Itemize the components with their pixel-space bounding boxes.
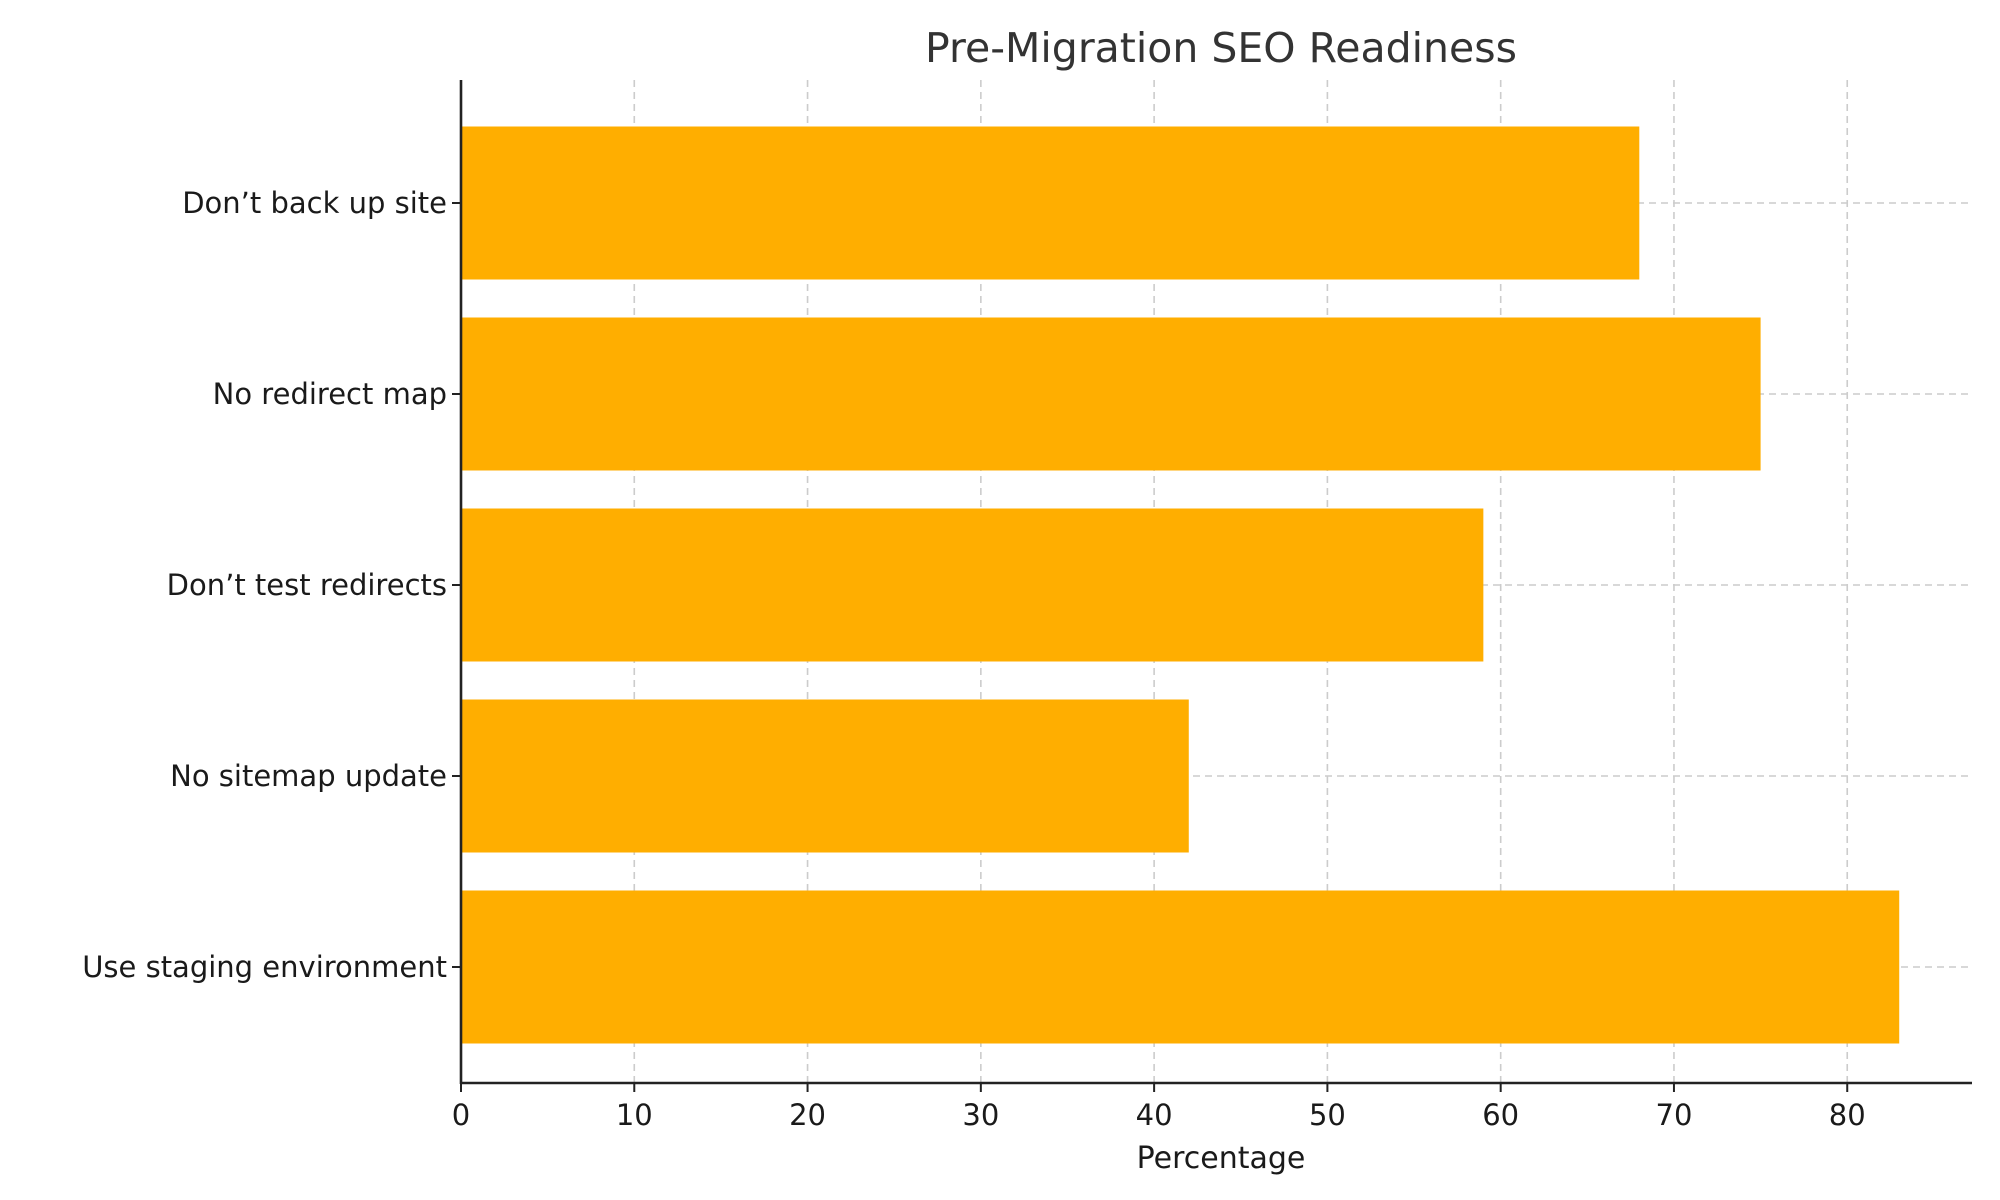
bar — [461, 126, 1640, 280]
y-category-label: Don’t back up site — [182, 186, 447, 220]
bar — [461, 508, 1484, 662]
x-tick-label: 10 — [616, 1098, 653, 1132]
bar — [461, 699, 1189, 853]
x-tick-label: 30 — [962, 1098, 999, 1132]
x-axis-label: Percentage — [1137, 1141, 1306, 1176]
y-category-label: No sitemap update — [170, 759, 447, 793]
y-axis-ticks: Don’t back up site No redirect map Don’t t… — [82, 186, 461, 984]
x-tick-label: 80 — [1829, 1098, 1866, 1132]
y-category-label: Don’t test redirects — [167, 568, 447, 602]
x-tick-label: 40 — [1136, 1098, 1173, 1132]
x-tick-label: 50 — [1309, 1098, 1346, 1132]
bar — [461, 890, 1900, 1044]
x-axis-ticks: 0 10 20 30 40 50 60 70 80 — [452, 1083, 1866, 1132]
x-tick-label: 60 — [1482, 1098, 1519, 1132]
chart-title: Pre-Migration SEO Readiness — [925, 24, 1517, 72]
y-category-label: No redirect map — [213, 377, 447, 411]
x-tick-label: 20 — [789, 1098, 826, 1132]
x-tick-label: 0 — [452, 1098, 470, 1132]
bar — [461, 317, 1761, 471]
bars — [461, 126, 1900, 1044]
y-category-label: Use staging environment — [82, 950, 447, 984]
x-tick-label: 70 — [1656, 1098, 1693, 1132]
axes — [459, 80, 1972, 1085]
